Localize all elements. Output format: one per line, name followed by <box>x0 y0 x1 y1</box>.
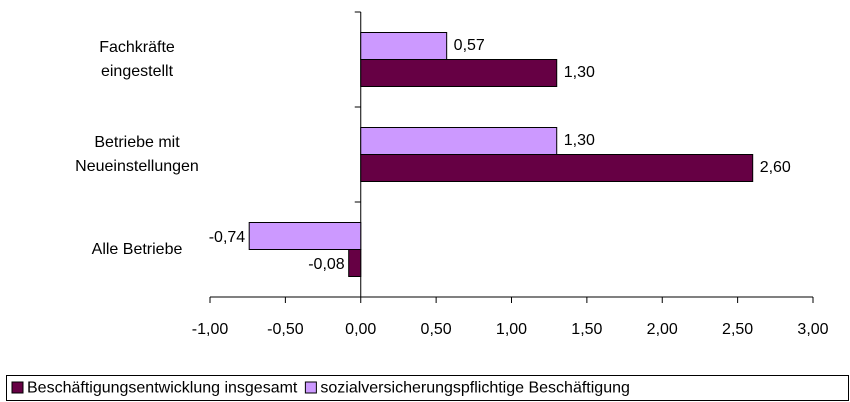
x-tick-label: 0,50 <box>421 321 452 338</box>
legend-label: Beschäftigungsentwicklung insgesamt <box>27 380 298 397</box>
bar <box>360 154 754 182</box>
bar <box>360 59 558 87</box>
x-tick-label: 2,00 <box>647 321 678 338</box>
legend-swatch <box>11 381 24 394</box>
x-tick-label: 1,00 <box>496 321 527 338</box>
x-tick-label: 1,50 <box>571 321 602 338</box>
value-label: -0,08 <box>308 256 345 273</box>
value-label: 1,30 <box>564 64 595 81</box>
value-label: 2,60 <box>760 159 791 176</box>
bar <box>348 249 362 277</box>
legend-label: sozialversicherungspflichtige Beschäftig… <box>320 380 630 397</box>
x-tick-label: -0,50 <box>267 321 304 338</box>
value-label: -0,74 <box>209 229 246 246</box>
category-label: Alle Betriebe <box>91 240 183 258</box>
bar <box>360 127 558 155</box>
category-label: Betriebe mit Neueinstellungen <box>75 133 199 175</box>
x-tick-label: -1,00 <box>192 321 229 338</box>
bar <box>360 32 448 60</box>
x-tick-label: 0,00 <box>345 321 376 338</box>
legend-swatch <box>304 381 317 394</box>
value-label: 0,57 <box>454 37 485 54</box>
x-tick-label: 3,00 <box>797 321 828 338</box>
value-label: 1,30 <box>564 132 595 149</box>
legend-box <box>6 375 849 401</box>
category-label: Fachkräfte eingestellt <box>99 38 175 80</box>
bar <box>248 222 362 250</box>
x-tick-label: 2,50 <box>722 321 753 338</box>
